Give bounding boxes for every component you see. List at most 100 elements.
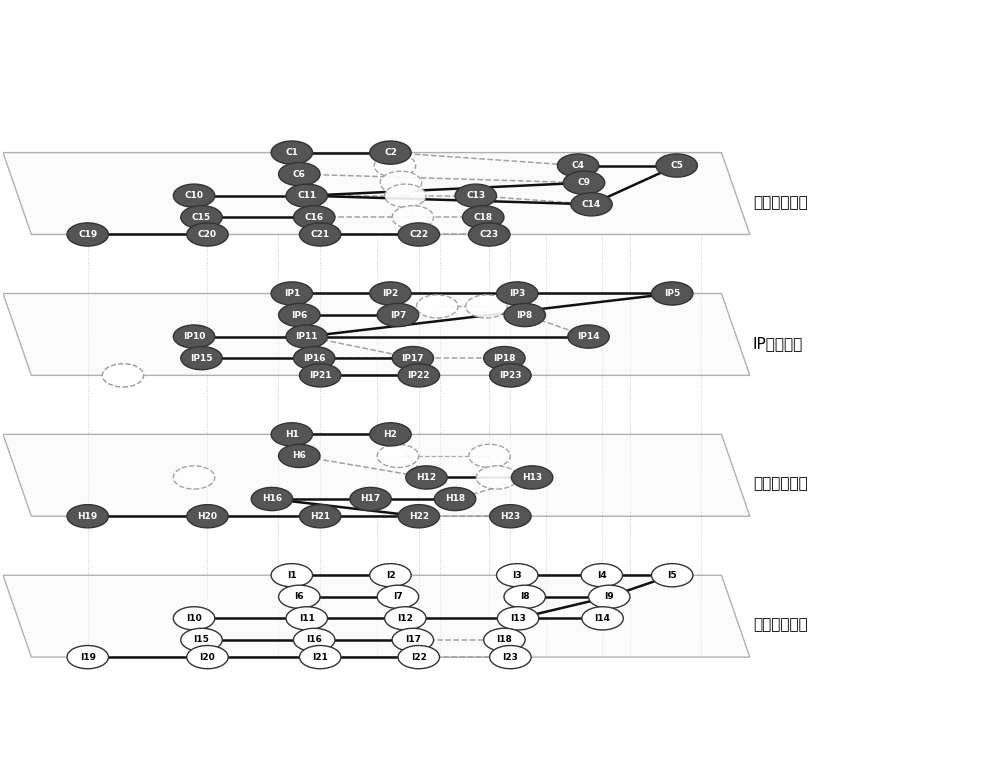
Text: I18: I18 xyxy=(496,635,512,644)
Ellipse shape xyxy=(563,172,605,194)
Ellipse shape xyxy=(377,304,419,326)
Ellipse shape xyxy=(398,645,440,669)
Text: IP11: IP11 xyxy=(295,332,318,341)
Polygon shape xyxy=(3,294,750,376)
Ellipse shape xyxy=(490,505,531,528)
Text: IP2: IP2 xyxy=(382,289,399,298)
Text: IP14: IP14 xyxy=(577,332,600,341)
Text: C16: C16 xyxy=(305,213,324,222)
Text: H22: H22 xyxy=(409,512,429,521)
Ellipse shape xyxy=(370,564,411,587)
Ellipse shape xyxy=(299,645,341,669)
Ellipse shape xyxy=(581,564,622,587)
Ellipse shape xyxy=(656,154,697,177)
Ellipse shape xyxy=(173,466,215,489)
Ellipse shape xyxy=(374,154,416,177)
Text: I10: I10 xyxy=(186,614,202,623)
Text: IP7: IP7 xyxy=(390,310,406,320)
Text: I6: I6 xyxy=(294,592,304,601)
Ellipse shape xyxy=(490,364,531,387)
Text: H21: H21 xyxy=(310,512,330,521)
Ellipse shape xyxy=(271,282,313,305)
Ellipse shape xyxy=(385,184,426,207)
Polygon shape xyxy=(3,575,750,657)
Ellipse shape xyxy=(67,223,108,246)
Text: IP3: IP3 xyxy=(509,289,525,298)
Text: H12: H12 xyxy=(416,473,437,482)
Text: 身份标识平面: 身份标识平面 xyxy=(753,618,808,632)
Text: C15: C15 xyxy=(192,213,211,222)
Ellipse shape xyxy=(181,628,222,651)
Ellipse shape xyxy=(286,325,327,348)
Text: I8: I8 xyxy=(520,592,530,601)
Text: I12: I12 xyxy=(397,614,413,623)
Text: I20: I20 xyxy=(200,653,215,662)
Text: IP5: IP5 xyxy=(664,289,680,298)
Ellipse shape xyxy=(67,645,108,669)
Text: I2: I2 xyxy=(386,571,395,580)
Ellipse shape xyxy=(398,364,440,387)
Text: H2: H2 xyxy=(384,430,397,439)
Ellipse shape xyxy=(181,347,222,370)
Ellipse shape xyxy=(102,364,144,387)
Ellipse shape xyxy=(434,487,476,511)
Text: I4: I4 xyxy=(597,571,607,580)
Ellipse shape xyxy=(380,172,422,194)
Ellipse shape xyxy=(279,585,320,609)
Ellipse shape xyxy=(299,364,341,387)
Ellipse shape xyxy=(299,223,341,246)
Text: H19: H19 xyxy=(78,512,98,521)
Text: H17: H17 xyxy=(360,495,381,503)
Ellipse shape xyxy=(286,606,327,630)
Ellipse shape xyxy=(271,423,313,446)
Ellipse shape xyxy=(651,564,693,587)
Text: H16: H16 xyxy=(262,495,282,503)
Polygon shape xyxy=(3,153,750,235)
Text: H18: H18 xyxy=(445,495,465,503)
Text: C4: C4 xyxy=(572,161,585,170)
Ellipse shape xyxy=(406,466,447,489)
Text: 内容标识平面: 内容标识平面 xyxy=(753,195,808,210)
Ellipse shape xyxy=(511,466,553,489)
Ellipse shape xyxy=(279,444,320,468)
Text: 双曲标识平面: 双曲标识平面 xyxy=(753,477,808,492)
Ellipse shape xyxy=(469,223,510,246)
Ellipse shape xyxy=(568,325,609,348)
Ellipse shape xyxy=(466,294,507,318)
Ellipse shape xyxy=(271,564,313,587)
Ellipse shape xyxy=(571,193,612,216)
Text: C1: C1 xyxy=(285,148,298,157)
Ellipse shape xyxy=(173,606,215,630)
Text: I11: I11 xyxy=(299,614,315,623)
Text: C14: C14 xyxy=(582,200,601,209)
Text: C6: C6 xyxy=(293,170,306,178)
Ellipse shape xyxy=(370,282,411,305)
Text: H20: H20 xyxy=(197,512,217,521)
Text: IP20: IP20 xyxy=(112,371,134,380)
Text: I14: I14 xyxy=(595,614,611,623)
Text: I5: I5 xyxy=(667,571,677,580)
Ellipse shape xyxy=(490,645,531,669)
Text: IP8: IP8 xyxy=(517,310,533,320)
Text: C20: C20 xyxy=(198,230,217,239)
Ellipse shape xyxy=(484,347,525,370)
Text: I19: I19 xyxy=(80,653,96,662)
Text: C5: C5 xyxy=(670,161,683,170)
Ellipse shape xyxy=(455,184,497,207)
Ellipse shape xyxy=(279,304,320,326)
Text: C18: C18 xyxy=(474,213,493,222)
Text: H6: H6 xyxy=(292,452,306,461)
Text: H23: H23 xyxy=(500,512,520,521)
Text: IP6: IP6 xyxy=(291,310,307,320)
Text: I16: I16 xyxy=(306,635,322,644)
Text: C23: C23 xyxy=(480,230,499,239)
Text: IP18: IP18 xyxy=(493,354,516,363)
Ellipse shape xyxy=(286,184,327,207)
Ellipse shape xyxy=(293,347,335,370)
Ellipse shape xyxy=(279,162,320,186)
Ellipse shape xyxy=(251,487,293,511)
Text: H1: H1 xyxy=(285,430,299,439)
Ellipse shape xyxy=(582,606,623,630)
Ellipse shape xyxy=(173,184,215,207)
Text: C13: C13 xyxy=(466,191,485,200)
